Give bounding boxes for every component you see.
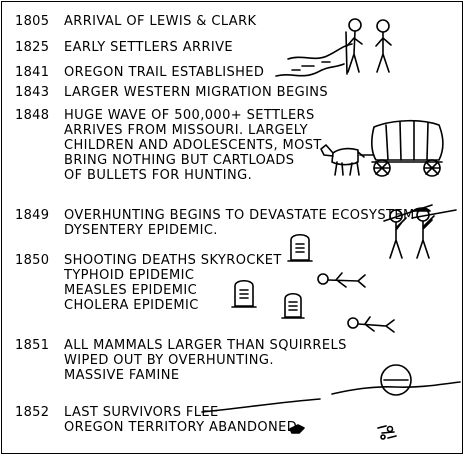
tombstone-icon (231, 279, 257, 308)
timeline-year: 1848 (15, 108, 50, 123)
timeline-event: Arrival of Lewis & Clark (64, 14, 257, 29)
setting-sun-icon (201, 364, 461, 413)
timeline-event: Larger western migration begins (64, 85, 329, 100)
timeline-year: 1851 (15, 338, 50, 353)
river-icon (275, 43, 353, 77)
timeline-event: Oregon Trail established (64, 65, 265, 80)
lewis-and-clark-figures-icon (345, 18, 392, 75)
tombstone-icon (281, 292, 305, 319)
timeline-year: 1805 (15, 14, 50, 29)
timeline-year: 1825 (15, 40, 50, 55)
timeline-event: Overhunting begins to devastate ecosyste… (64, 208, 415, 238)
timeline-year: 1841 (15, 65, 50, 80)
timeline-year: 1849 (15, 208, 50, 223)
timeline-event: All mammals larger than squirrels wiped … (64, 338, 347, 383)
hunters-with-rifles-icon (383, 204, 457, 259)
timeline-event: Early settlers arrive (64, 40, 234, 55)
timeline-event: Last survivors flee Oregon territory aba… (64, 405, 298, 435)
abandoned-remains-icon (289, 424, 397, 440)
timeline-year: 1843 (15, 85, 50, 100)
timeline-year: 1850 (15, 253, 50, 268)
timeline-year: 1852 (15, 405, 50, 420)
timeline-event: Huge wave of 500,000+ settlers arrives f… (64, 108, 322, 183)
covered-wagon-icon (320, 119, 444, 177)
fallen-body-icon (347, 316, 395, 333)
timeline-event: Shooting deaths skyrocket Typhoid epidem… (64, 253, 282, 313)
tombstone-icon (287, 233, 313, 262)
fallen-body-icon (317, 272, 366, 288)
